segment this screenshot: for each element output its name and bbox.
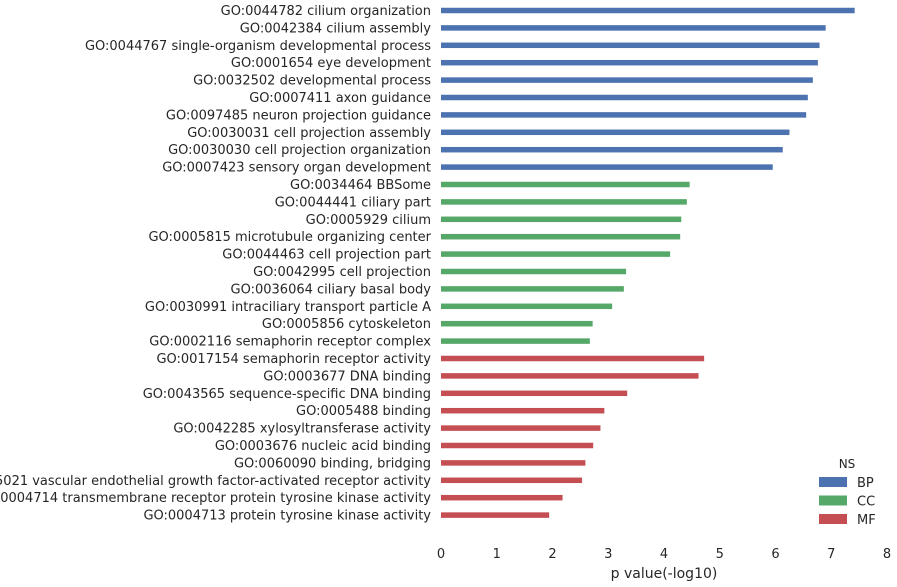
category-label: GO:0030030 cell projection organization [168,143,431,158]
x-axis-title: p value(-log10) [611,566,718,582]
category-label: GO:0004714 transmembrane receptor protei… [0,491,431,506]
x-tick-label: 4 [660,547,668,562]
category-label: GO:0005929 cilium [306,213,431,228]
category-label: GO:0005021 vascular endothelial growth f… [0,474,431,489]
bar-bp [441,42,820,49]
bar-bp [441,129,790,136]
category-label: GO:0030031 cell projection assembly [187,126,431,141]
category-label: GO:0042384 cilium assembly [240,21,432,36]
bar-mf [441,373,699,379]
legend-swatch-bp [819,477,847,487]
x-tick-label: 0 [437,547,445,562]
category-label: GO:0003676 nucleic acid binding [215,439,431,454]
bar-cc [441,199,687,205]
x-tick-label: 7 [827,547,835,562]
bar-mf [441,390,628,397]
x-tick-label: 8 [883,547,891,562]
category-label: GO:0044441 ciliary part [275,195,431,210]
category-label: GO:0044782 cilium organization [221,4,431,19]
category-label: GO:0007411 axon guidance [249,91,431,106]
bar-cc [441,320,593,327]
bar-mf [441,477,583,484]
category-label: GO:0017154 semaphorin receptor activity [156,352,431,367]
legend: NS BP CC MF [819,457,876,528]
bar-mf [441,512,550,518]
bar-bp [441,77,813,83]
category-label: GO:0097485 neuron projection guidance [166,108,431,123]
bar-cc [441,338,590,344]
category-label: GO:0002116 semaphorin receptor complex [149,335,431,350]
legend-label-bp: BP [857,476,874,491]
bar-cc [441,233,681,240]
x-axis-ticks: 0 1 2 3 4 5 6 7 8 [437,547,891,562]
legend-title: NS [839,457,856,471]
category-label: GO:0003677 DNA binding [263,369,431,384]
bar-cc [441,303,613,310]
category-label: GO:0036064 ciliary basal body [231,282,432,297]
category-label: GO:0032502 developmental process [193,74,431,89]
bar-bp [441,7,855,14]
bar-cc [441,268,627,275]
category-label: GO:0043565 sequence-specific DNA binding [143,387,431,402]
legend-swatch-cc [819,495,847,506]
bar-mf [441,494,563,501]
x-tick-label: 3 [604,547,612,562]
bar-bp [441,25,826,31]
category-label: GO:0004713 protein tyrosine kinase activ… [143,509,431,524]
bar-mf [441,425,601,431]
x-tick-label: 6 [771,547,779,562]
legend-label-mf: MF [857,513,876,528]
bar-mf [441,442,594,449]
category-label: GO:0044767 single-organism developmental… [85,39,431,54]
x-tick-label: 1 [493,547,501,562]
legend-label-cc: CC [857,495,875,510]
category-labels: GO:0044782 cilium organization GO:0042384… [0,4,432,524]
bar-bp [441,146,783,153]
category-label: GO:0042995 cell projection [253,265,431,280]
category-label: GO:0034464 BBSome [290,178,431,193]
category-label: GO:0005856 cytoskeleton [262,317,431,332]
bar-cc [441,286,624,292]
bars-layer [441,7,855,518]
bar-mf [441,407,605,414]
category-label: GO:0042285 xylosyltransferase activity [173,422,431,437]
legend-entries: BP CC MF [819,476,876,528]
category-label: GO:0005488 binding [296,404,431,419]
bar-bp [441,94,808,101]
bar-bp [441,112,807,118]
bar-bp [441,164,773,170]
category-label: GO:0044463 cell projection part [222,248,431,263]
legend-swatch-mf [819,514,847,524]
category-label: GO:0007423 sensory organ development [162,161,431,176]
bar-mf [441,460,586,466]
category-label: GO:0060090 binding, bridging [234,456,431,471]
category-label: GO:0030991 intraciliary transport partic… [145,300,431,315]
bar-bp [441,59,818,66]
bar-cc [441,181,690,188]
category-label: GO:0001654 eye development [231,56,431,71]
x-tick-label: 2 [548,547,556,562]
bar-mf [441,355,705,362]
bar-cc [441,251,671,257]
bar-cc [441,216,682,223]
category-label: GO:0005815 microtubule organizing center [148,230,431,245]
x-tick-label: 5 [716,547,724,562]
